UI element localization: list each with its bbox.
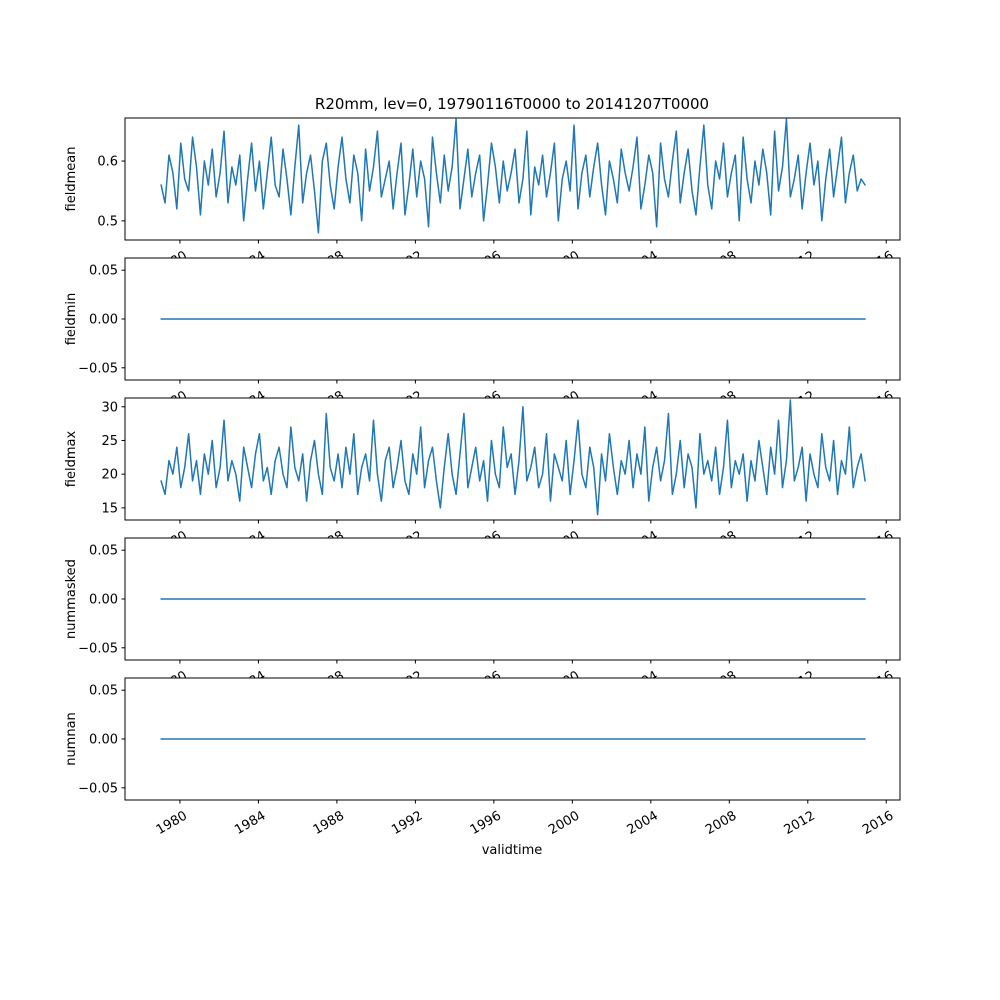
subplot-fieldmin: −0.050.000.05198019841988199219962000200… [64,257,901,418]
x-tick-label: 1988 [311,808,347,838]
y-tick-label: −0.05 [78,781,118,796]
x-tick-label: 1996 [468,808,504,838]
axes-numnan: −0.05 0.00 0.05 1980 1984 1988 1992 1996 2000 200… [64,677,901,838]
subplot-fieldmax: 1520253019801984198819921996200020042008… [64,397,901,558]
subplot-numnan: −0.05 0.00 0.05 1980 1984 1988 1992 1996 2000 200… [64,677,901,838]
y-tick-label: 0.6 [97,155,118,170]
subplot-fieldmean: 0.50.61980198419881992199620002004200820… [64,117,901,278]
x-tick-label: 2000 [546,808,582,838]
y-tick-label: −0.05 [78,361,118,376]
x-tick-label: 1992 [389,808,425,838]
y-axis-label-numnan: numnan [64,712,79,766]
y-axis-label-fieldmean: fieldmean [64,147,79,212]
x-tick-label: 2008 [703,808,739,838]
y-tick-label: 0.00 [89,733,118,748]
axes-fieldmax: 1520253019801984198819921996200020042008… [64,397,901,558]
y-axis-label-fieldmax: fieldmax [64,431,79,488]
y-tick-label: 25 [101,434,118,449]
y-tick-label: 0.5 [97,214,118,229]
y-tick-label: 15 [101,501,118,516]
axes-fieldmean: 0.50.61980198419881992199620002004200820… [64,117,901,278]
y-tick-label: 30 [101,400,118,415]
y-tick-label: 0.00 [89,313,118,328]
chart-title: R20mm, lev=0, 19790116T0000 to 20141207T… [314,95,710,113]
y-tick-label: −0.05 [78,641,118,656]
x-tick-label: 2012 [782,808,818,838]
x-tick-label: 2004 [625,808,661,838]
y-tick-label: 0.00 [89,593,118,608]
y-tick-label: 0.05 [89,264,118,279]
fieldmax-line [160,399,866,516]
y-axis-label-fieldmin: fieldmin [64,293,79,346]
x-tick-label: 1984 [232,808,268,838]
axes-fieldmin: −0.050.000.05198019841988199219962000200… [64,257,901,418]
x-tick-label: 2016 [860,808,896,838]
y-tick-label: 20 [101,468,118,483]
x-axis-label: validtime [481,843,543,858]
y-tick-label: 0.05 [89,684,118,699]
x-tick-label: 1980 [154,808,190,838]
y-axis-label-nummasked: nummasked [64,559,79,639]
y-tick-label: 0.05 [89,544,118,559]
subplot-nummasked: −0.050.000.05198019841988199219962000200… [64,537,901,698]
axes-frame [124,397,901,521]
axes-nummasked: −0.050.000.05198019841988199219962000200… [64,537,901,698]
fieldmean-line [160,118,866,234]
